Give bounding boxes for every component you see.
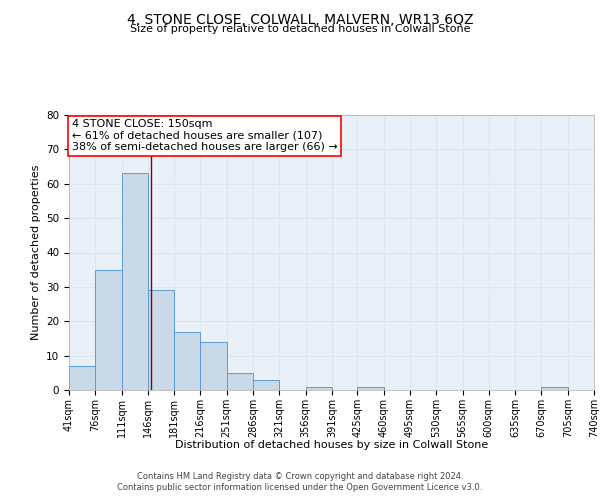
Text: 4 STONE CLOSE: 150sqm
← 61% of detached houses are smaller (107)
38% of semi-det: 4 STONE CLOSE: 150sqm ← 61% of detached … xyxy=(71,119,337,152)
Bar xyxy=(174,332,200,390)
X-axis label: Distribution of detached houses by size in Colwall Stone: Distribution of detached houses by size … xyxy=(175,440,488,450)
Text: 4, STONE CLOSE, COLWALL, MALVERN, WR13 6QZ: 4, STONE CLOSE, COLWALL, MALVERN, WR13 6… xyxy=(127,12,473,26)
Text: Size of property relative to detached houses in Colwall Stone: Size of property relative to detached ho… xyxy=(130,24,470,34)
Y-axis label: Number of detached properties: Number of detached properties xyxy=(31,165,41,340)
Text: Contains public sector information licensed under the Open Government Licence v3: Contains public sector information licen… xyxy=(118,484,482,492)
Bar xyxy=(122,174,148,390)
Bar xyxy=(541,386,568,390)
Bar xyxy=(200,342,227,390)
Bar xyxy=(358,386,383,390)
Bar xyxy=(95,270,122,390)
Bar xyxy=(253,380,280,390)
Text: Contains HM Land Registry data © Crown copyright and database right 2024.: Contains HM Land Registry data © Crown c… xyxy=(137,472,463,481)
Bar xyxy=(227,373,253,390)
Bar xyxy=(148,290,174,390)
Bar xyxy=(69,366,95,390)
Bar xyxy=(305,386,332,390)
